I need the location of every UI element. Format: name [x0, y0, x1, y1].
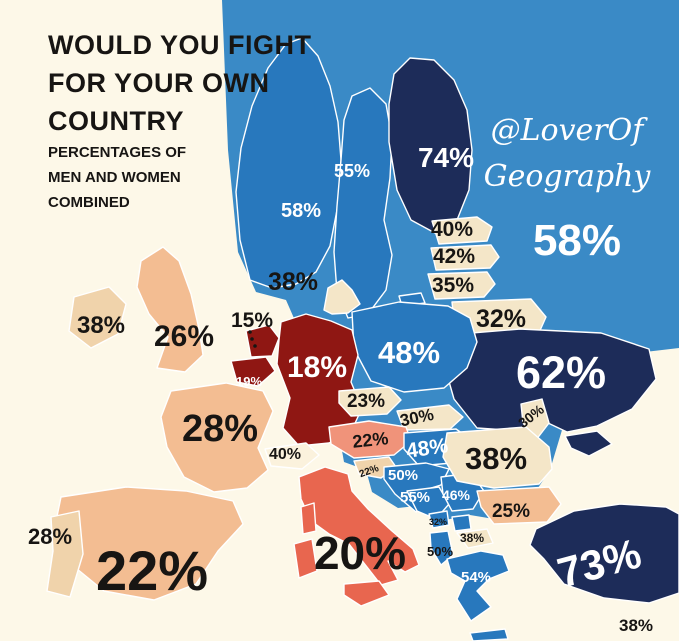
- country-switzerland: [264, 442, 320, 470]
- label-croatia: 50%: [388, 467, 418, 484]
- watermark-line-1: @LoverOf: [490, 113, 644, 148]
- country-greece-crete: [469, 628, 509, 641]
- label-austria: 22%: [351, 428, 389, 452]
- country-france-corsica: [300, 502, 317, 535]
- label-denmark: 38%: [268, 268, 318, 296]
- label-finland: 74%: [418, 142, 474, 173]
- country-turkey: [529, 503, 679, 604]
- label-portugal: 28%: [28, 524, 72, 549]
- country-czechia: [338, 386, 402, 417]
- country-montenegro: [428, 510, 450, 529]
- country-italy-sardinia: [293, 538, 318, 579]
- label-ukraine: 62%: [516, 347, 606, 398]
- subtitle-line-3: COMBINED: [48, 194, 130, 211]
- label-cyprus: 38%: [619, 616, 653, 635]
- country-denmark: [323, 279, 361, 315]
- label-norway: 58%: [281, 200, 321, 222]
- country-sweden: [333, 87, 393, 319]
- country-netherlands: [245, 324, 280, 358]
- country-poland: [351, 301, 478, 393]
- label-poland: 48%: [378, 335, 440, 370]
- label-sweden: 55%: [334, 161, 370, 181]
- country-north-macedonia: [456, 528, 494, 549]
- label-north-macedonia: 38%: [460, 531, 484, 545]
- title-block: WOULD YOU FIGHT FOR YOUR OWN COUNTRY PER…: [48, 26, 328, 215]
- label-romania: 38%: [465, 441, 527, 476]
- subtitle-line-2: MEN AND WOMEN: [48, 169, 181, 186]
- watermark: @LoverOf Geography: [482, 108, 652, 200]
- label-germany: 18%: [287, 351, 347, 384]
- watermark-line-2: Geography: [483, 159, 651, 194]
- label-czechia: 23%: [347, 391, 385, 412]
- label-montenegro: 32%: [429, 517, 447, 527]
- country-ireland: [68, 286, 127, 349]
- label-latvia: 42%: [433, 245, 475, 268]
- label-bulgaria: 25%: [492, 501, 530, 522]
- label-belgium: 19%: [236, 374, 262, 389]
- country-latvia: [430, 244, 500, 271]
- country-austria: [328, 420, 412, 459]
- title-line-1: WOULD YOU FIGHT: [48, 30, 312, 60]
- title-line-3: COUNTRY: [48, 106, 184, 136]
- label-albania: 50%: [427, 544, 453, 559]
- country-ukraine: [443, 328, 657, 439]
- country-estonia: [431, 216, 493, 245]
- label-spain: 22%: [96, 539, 208, 602]
- label-netherlands: 15%: [231, 309, 273, 332]
- label-serbia: 46%: [442, 487, 471, 503]
- label-belarus: 32%: [476, 305, 526, 333]
- label-switzerland: 40%: [269, 446, 301, 463]
- percentage-labels: 38% 26% 15%19%38%58%55% 74%58%40%42%35%32%4…: [28, 142, 653, 635]
- label-lithuania: 35%: [432, 274, 474, 297]
- country-lithuania: [427, 271, 496, 300]
- country-italy-sicily: [343, 580, 390, 607]
- country-italy: [298, 466, 420, 586]
- country-kosovo: [451, 514, 472, 532]
- label-france: 28%: [182, 408, 258, 450]
- title-line-2: FOR YOUR OWN: [48, 68, 270, 98]
- label-bosnia: 55%: [400, 489, 430, 506]
- country-belgium: [230, 356, 276, 387]
- label-italy: 20%: [314, 527, 406, 579]
- label-ireland: 38%: [77, 312, 125, 339]
- label-estonia: 40%: [431, 218, 473, 241]
- subtitle-line-1: PERCENTAGES OF: [48, 144, 187, 161]
- country-ukraine-crimea: [564, 430, 613, 457]
- country-norway: [235, 37, 342, 289]
- netherlands-label-leader: [248, 330, 257, 348]
- country-bulgaria: [476, 486, 562, 525]
- country-moldova: [520, 398, 550, 441]
- country-greece: [446, 550, 510, 622]
- country-france: [160, 382, 274, 493]
- label-russia: 58%: [533, 216, 621, 265]
- country-romania: [442, 426, 553, 489]
- country-united-kingdom: [136, 246, 204, 373]
- country-portugal: [46, 510, 84, 598]
- label-united-kingdom: 26%: [154, 320, 214, 353]
- country-finland: [388, 57, 473, 234]
- label-greece: 54%: [461, 569, 491, 586]
